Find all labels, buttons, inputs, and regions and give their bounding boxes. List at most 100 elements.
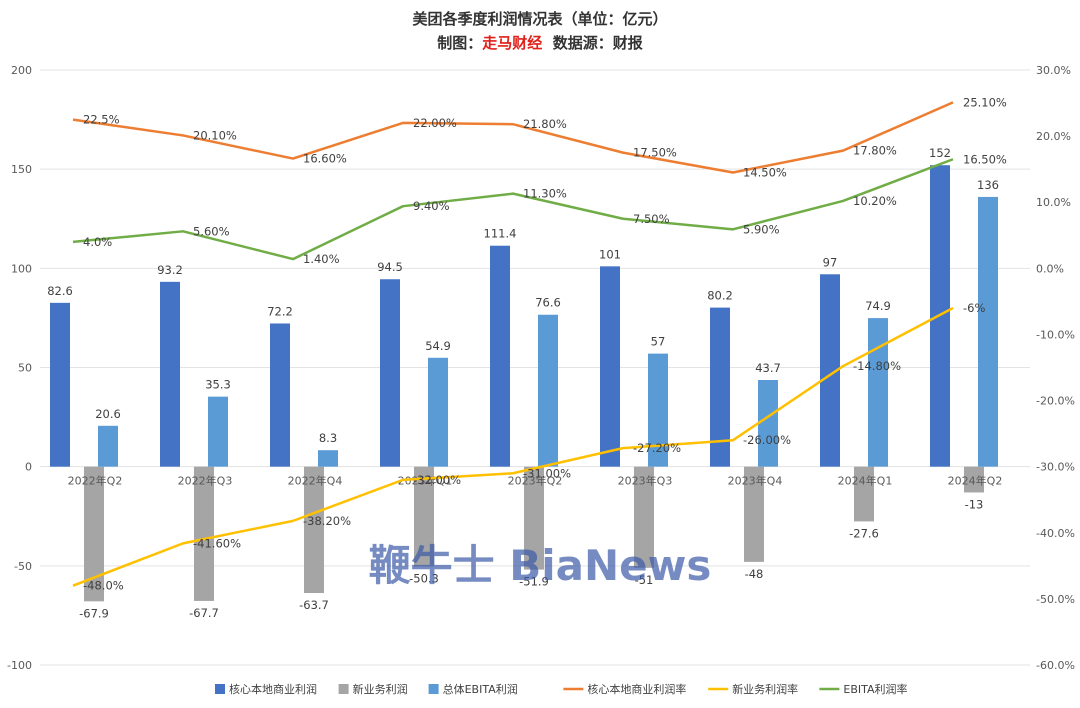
line-ebita-margin	[72, 158, 954, 261]
right-axis-tick: 30.0%	[1036, 64, 1071, 77]
bar-data-label: -48	[745, 567, 764, 581]
bar-core	[50, 302, 70, 467]
bar-new-business	[194, 466, 214, 601]
bar-data-label: 82.6	[47, 284, 73, 298]
legend-label: 新业务利润率	[732, 682, 798, 696]
right-axis-tick: -40.0%	[1036, 527, 1075, 540]
chart-title: 美团各季度利润情况表（单位：亿元）	[412, 10, 668, 28]
bar-data-label: -67.7	[189, 606, 219, 620]
line-data-label: -32.00%	[413, 473, 461, 487]
bar-new-business	[854, 466, 874, 522]
line-data-label: 22.00%	[413, 116, 457, 130]
line-data-label: 11.30%	[523, 187, 567, 201]
bar-data-label: -51.9	[519, 575, 549, 589]
bar-data-label: -63.7	[299, 598, 329, 612]
bar-data-label: 94.5	[377, 260, 403, 274]
bar-new-business	[304, 466, 324, 594]
line-data-label: 7.50%	[633, 212, 670, 226]
line-data-label: -26.00%	[743, 433, 791, 447]
bar-new-business	[744, 466, 764, 562]
bar-new-business	[84, 466, 104, 602]
bar-data-label: 57	[651, 335, 666, 349]
line-data-label: 9.40%	[413, 199, 450, 213]
line-data-label: -14.80%	[853, 359, 901, 373]
category-label: 2023年Q4	[728, 474, 783, 488]
left-axis-tick: -50	[14, 560, 32, 573]
line-data-label: 5.60%	[193, 224, 230, 238]
bar-ebita	[978, 196, 998, 467]
bar-core	[710, 307, 730, 467]
bar-data-label: 35.3	[205, 378, 231, 392]
right-axis-tick: 20.0%	[1036, 130, 1071, 143]
bar-data-label: 43.7	[755, 361, 781, 375]
left-axis-tick: 50	[18, 362, 32, 375]
right-axis-tick: -10.0%	[1036, 328, 1075, 341]
line-data-label: 16.60%	[303, 152, 347, 166]
left-axis-tick: 100	[11, 262, 32, 275]
bar-ebita	[98, 425, 118, 467]
bar-data-label: -67.9	[79, 606, 109, 620]
bar-data-label: 97	[823, 255, 838, 269]
watermark: 鞭牛士 BiaNews	[369, 541, 712, 590]
bar-core	[380, 279, 400, 467]
bar-new-business	[414, 466, 434, 567]
left-axis-tick: 200	[11, 64, 32, 77]
bar-data-label: 76.6	[535, 296, 561, 310]
bar-ebita	[208, 396, 228, 467]
category-label: 2022年Q3	[178, 474, 233, 488]
bar-new-business	[634, 466, 654, 568]
bar-data-label: 93.2	[157, 263, 183, 277]
legend-swatch	[338, 684, 349, 694]
bar-data-label: 8.3	[319, 431, 337, 445]
line-data-label: 16.50%	[963, 152, 1007, 166]
line-data-label: 20.10%	[193, 128, 237, 142]
bar-data-label: -27.6	[849, 526, 879, 540]
bar-data-label: 101	[599, 247, 621, 261]
right-axis-tick: -50.0%	[1036, 593, 1075, 606]
legend-label: EBITA利润率	[843, 682, 907, 696]
left-axis-tick: 150	[11, 163, 32, 176]
legend-label: 核心本地商业利润	[229, 682, 317, 696]
line-data-label: 22.5%	[83, 113, 120, 127]
bar-core	[490, 245, 510, 467]
subtitle-suffix: 数据源：财报	[552, 34, 643, 52]
legend-swatch	[215, 684, 225, 694]
bar-data-label: -51	[635, 573, 654, 587]
bar-data-label: -50.3	[409, 571, 439, 585]
legend-swatch	[428, 684, 439, 694]
legend-label: 核心本地商业利润率	[587, 682, 686, 696]
category-label: 2023年Q2	[508, 474, 563, 488]
line-data-label: 14.50%	[743, 165, 787, 179]
chart-subtitle: 制图：走马财经 数据源：财报	[0, 32, 1080, 53]
category-label: 2022年Q4	[288, 474, 343, 488]
bar-ebita	[868, 318, 888, 467]
line-core-margin	[72, 101, 954, 174]
bar-ebita	[538, 314, 558, 467]
line-data-label: 17.80%	[853, 144, 897, 158]
line-data-label: 10.20%	[853, 194, 897, 208]
right-axis-tick: -20.0%	[1036, 395, 1075, 408]
bar-core	[270, 323, 290, 467]
line-new-business-margin	[72, 306, 954, 587]
category-label: 2022年Q2	[68, 474, 123, 488]
category-label: 2023年Q3	[618, 474, 673, 488]
line-data-label: 25.10%	[963, 95, 1007, 109]
line-data-label: 1.40%	[303, 252, 340, 266]
bar-new-business	[524, 466, 544, 570]
bar-new-business	[964, 466, 984, 493]
left-axis-tick: 0	[25, 461, 32, 474]
category-label: 2024年Q2	[948, 474, 1003, 488]
bar-ebita	[318, 450, 338, 467]
line-data-label: -38.20%	[303, 514, 351, 528]
subtitle-prefix: 制图：	[437, 34, 483, 52]
right-axis-tick: 10.0%	[1036, 196, 1071, 209]
legend-label: 总体EBITA利润	[443, 682, 518, 696]
bar-data-label: 20.6	[95, 407, 121, 421]
bar-data-label: 136	[977, 178, 999, 192]
line-data-label: -31.00%	[523, 466, 571, 480]
bar-ebita	[428, 357, 448, 467]
line-data-label: -48.0%	[83, 579, 124, 593]
category-label: 2024年Q1	[838, 474, 893, 488]
bar-data-label: 74.9	[865, 299, 891, 313]
bar-core	[600, 266, 620, 467]
